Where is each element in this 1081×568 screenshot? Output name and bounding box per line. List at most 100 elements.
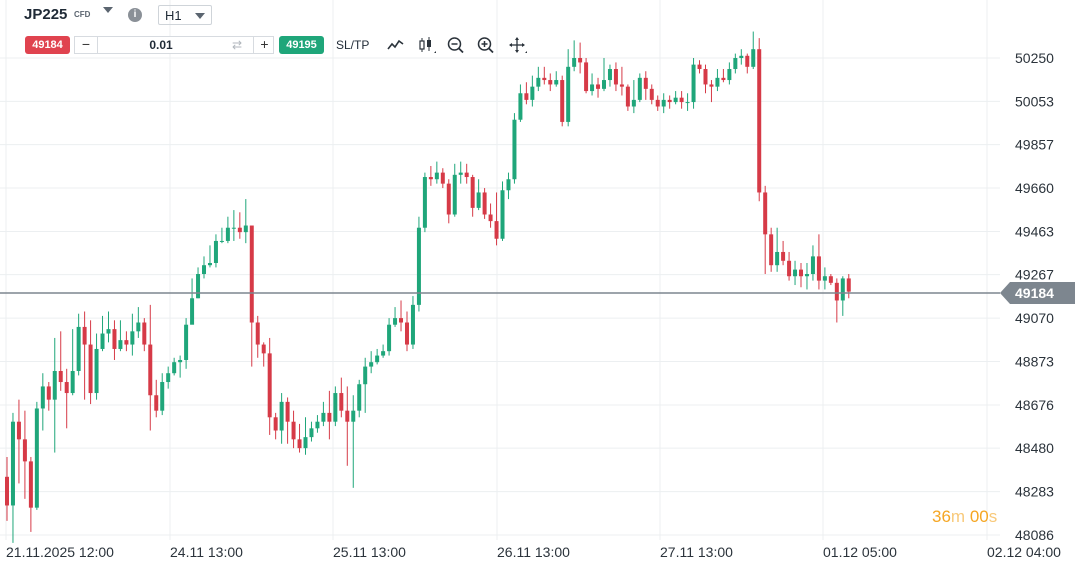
candle	[410, 296, 415, 349]
candle	[351, 395, 356, 488]
candle	[154, 379, 159, 418]
sl-tp-button[interactable]: SL/TP	[336, 38, 370, 52]
price-tick-label: 49660	[1015, 180, 1054, 196]
candle	[399, 300, 404, 332]
line-chart-icon[interactable]	[386, 36, 406, 54]
lot-size-input[interactable]: 0.01	[149, 38, 173, 52]
time-tick-label: 27.11 13:00	[660, 544, 733, 560]
candle	[237, 212, 242, 239]
candle	[178, 355, 183, 378]
candle	[28, 456, 33, 532]
candle	[494, 192, 499, 246]
candle	[434, 161, 439, 184]
candle	[715, 69, 720, 92]
candle	[333, 386, 338, 427]
candle	[828, 274, 833, 286]
timer-minutes: 36	[932, 507, 951, 526]
price-tick-label: 48676	[1015, 397, 1054, 413]
symbol-name[interactable]: JP225	[24, 6, 68, 23]
candle	[649, 84, 654, 105]
candle	[703, 64, 708, 94]
time-tick-label: 25.11 13:00	[333, 544, 406, 560]
sell-button[interactable]: 49184	[25, 36, 70, 54]
price-tick-label: 48480	[1015, 440, 1054, 456]
candle	[130, 313, 135, 356]
candle	[691, 58, 696, 109]
candle	[733, 53, 738, 74]
candle	[112, 320, 117, 360]
candle	[428, 166, 433, 186]
candle	[584, 58, 589, 94]
candle	[285, 397, 290, 444]
price-tick-label: 48086	[1015, 527, 1054, 543]
candle	[279, 393, 284, 444]
candle	[267, 337, 272, 435]
candle	[488, 203, 493, 228]
timeframe-select[interactable]: H1	[158, 5, 212, 25]
move-icon[interactable]	[507, 36, 527, 54]
candle	[673, 91, 678, 105]
candle	[602, 58, 606, 92]
price-tick-label: 49463	[1015, 223, 1054, 239]
candle	[631, 80, 636, 114]
candle	[249, 225, 254, 367]
swap-icon[interactable]: ⇄	[231, 38, 243, 52]
candle	[566, 49, 571, 127]
candle	[518, 84, 523, 122]
candle	[345, 386, 350, 466]
lot-stepper[interactable]: − 0.01 ⇄ +	[74, 36, 274, 54]
candle	[255, 315, 260, 358]
info-icon[interactable]: i	[128, 8, 142, 22]
current-price-label: 49184	[1015, 285, 1054, 301]
candle	[751, 31, 756, 70]
candle	[816, 234, 821, 290]
candle	[404, 311, 409, 352]
candle-countdown: 36m 00s	[932, 507, 997, 527]
symbol-toolbar: JP225 CFD i H1	[0, 0, 600, 32]
candle	[207, 245, 212, 268]
candle	[554, 71, 559, 87]
candle	[810, 245, 815, 281]
decrease-lot-button[interactable]: −	[75, 37, 98, 53]
candle	[506, 172, 511, 200]
timer-minutes-unit: m	[950, 507, 966, 526]
candle	[739, 49, 744, 65]
increase-lot-button[interactable]: +	[253, 37, 275, 53]
candle	[470, 174, 475, 217]
candle	[166, 366, 171, 389]
candle	[124, 331, 129, 352]
candle	[757, 38, 762, 202]
candle	[309, 421, 314, 442]
candle	[297, 423, 302, 453]
candle	[619, 66, 624, 96]
candle	[709, 80, 714, 103]
candle	[685, 93, 690, 111]
candle	[667, 95, 672, 109]
candle	[339, 377, 344, 418]
zoom-in-icon[interactable]	[476, 36, 496, 54]
chevron-down-icon[interactable]	[103, 7, 113, 13]
candle	[500, 181, 505, 241]
candle	[34, 401, 39, 510]
candle	[142, 318, 147, 352]
candle	[840, 276, 845, 316]
candle	[625, 84, 630, 111]
candle	[697, 60, 702, 74]
candle	[769, 227, 774, 272]
candlestick-icon[interactable]	[417, 36, 437, 54]
candle	[88, 320, 93, 405]
candle	[46, 382, 51, 411]
candle	[464, 163, 469, 184]
symbol-type-badge: CFD	[74, 10, 91, 19]
candle	[381, 344, 386, 358]
buy-button[interactable]: 49195	[279, 36, 324, 54]
zoom-out-icon[interactable]	[446, 36, 466, 54]
price-axis: 50250 50053 49857 49660 49463 49267 49070 48873…	[1015, 50, 1054, 543]
chevron-down-icon	[195, 13, 205, 19]
price-tick-label: 50053	[1015, 93, 1054, 109]
candle	[118, 320, 123, 352]
candle	[416, 216, 421, 312]
candle	[572, 40, 577, 72]
candle	[106, 311, 111, 343]
